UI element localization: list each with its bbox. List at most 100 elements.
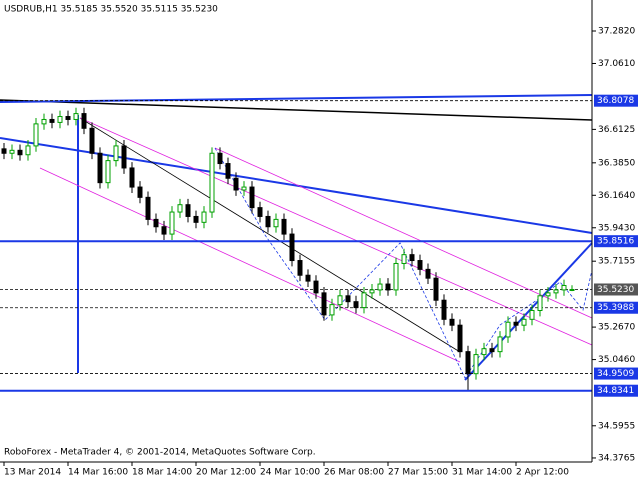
candle-body	[433, 277, 439, 301]
trend-line	[0, 99, 593, 121]
candle-body	[57, 116, 63, 123]
price-label: 35.5230	[597, 285, 634, 295]
candle-body	[321, 292, 327, 316]
candle-body	[505, 321, 511, 338]
channel-line	[214, 147, 593, 319]
candle-body	[481, 348, 487, 356]
levels	[0, 100, 592, 392]
candle-body	[305, 274, 311, 282]
candle-body	[457, 324, 463, 353]
candle-body	[89, 127, 95, 154]
price-label-box	[594, 367, 638, 380]
candle-body	[513, 321, 519, 326]
candle-body	[473, 354, 479, 375]
price-label-box	[594, 283, 638, 296]
candle-body	[81, 113, 87, 129]
candle-body	[369, 289, 375, 294]
candle-body	[113, 145, 119, 162]
candle-body	[265, 215, 271, 228]
candle-body	[449, 318, 455, 326]
y-tick-label: 35.2670	[598, 323, 635, 333]
candle-body	[417, 260, 423, 270]
x-tick-label: 27 Mar 15:00	[388, 468, 448, 478]
price-label: 36.8078	[597, 96, 634, 106]
candle-body	[329, 304, 335, 316]
candle-body	[97, 152, 103, 184]
candle-body	[241, 186, 247, 191]
price-label-box	[594, 235, 638, 248]
candle-body	[425, 268, 431, 279]
candle-body	[49, 118, 55, 123]
x-tick-label: 26 Mar 08:00	[324, 468, 384, 478]
y-tick-label: 35.7155	[598, 257, 635, 267]
candle-body	[153, 218, 159, 228]
candle-body	[497, 336, 503, 353]
candle-body	[545, 292, 551, 297]
candle-body	[209, 152, 215, 213]
x-tick-label: 24 Mar 10:00	[260, 468, 320, 478]
candle-body	[217, 152, 223, 165]
candle-body	[361, 292, 367, 309]
candle-body	[489, 348, 495, 353]
price-label: 35.3988	[597, 303, 634, 313]
candle-body	[33, 123, 39, 147]
candle-body	[465, 351, 471, 375]
trend-line	[79, 117, 461, 353]
y-tick-label: 34.3765	[598, 453, 635, 463]
candle-body	[193, 215, 199, 223]
candle-body	[385, 283, 391, 291]
candle-body	[17, 149, 23, 156]
trend-line	[464, 242, 593, 381]
x-tick-label: 31 Mar 14:00	[452, 468, 512, 478]
price-label: 35.8516	[597, 237, 634, 247]
candle-body	[225, 163, 231, 179]
candle-body	[65, 116, 71, 120]
y-tick-label: 36.6125	[598, 125, 635, 135]
y-tick-label: 34.5955	[598, 421, 635, 431]
candle-body	[537, 295, 543, 311]
trend-line	[0, 94, 593, 103]
x-tick-label: 18 Mar 14:00	[132, 468, 192, 478]
candle-body	[353, 301, 359, 309]
candle-body	[529, 309, 535, 320]
candle-body	[25, 145, 31, 156]
price-label: 34.9509	[597, 369, 634, 379]
candle-body	[441, 299, 447, 320]
candle-body	[121, 145, 127, 169]
price-label-box	[594, 384, 638, 397]
x-tick-label: 20 Mar 12:00	[196, 468, 256, 478]
candle-body	[345, 295, 351, 303]
candle-body	[177, 204, 183, 213]
candle-body	[569, 288, 575, 291]
price-label-box	[594, 94, 638, 107]
footer: RoboForex - MetaTrader 4, © 2001-2014, M…	[4, 448, 316, 458]
candle-body	[313, 280, 319, 294]
candle-body	[401, 254, 407, 264]
candle-body	[297, 260, 303, 276]
candle-body	[273, 218, 279, 228]
candle-body	[289, 233, 295, 262]
x-tick-label: 14 Mar 16:00	[68, 468, 128, 478]
candle-body	[145, 196, 151, 220]
candle-body	[393, 262, 399, 291]
candle-body	[161, 226, 167, 235]
x-tick-label: 13 Mar 2014	[4, 468, 61, 478]
candle-body	[9, 149, 15, 154]
candle-body	[409, 254, 415, 262]
candle-body	[169, 211, 175, 235]
candle-body	[257, 207, 263, 217]
candle-body	[185, 204, 191, 217]
x-tick-label: 2 Apr 12:00	[516, 468, 569, 478]
y-tick-label: 36.3850	[598, 158, 635, 168]
y-tick-label: 37.2820	[598, 27, 635, 37]
candle-body	[281, 218, 287, 235]
y-tick-label: 35.0460	[598, 355, 635, 365]
candle-body	[137, 186, 143, 198]
channel-line	[79, 117, 593, 346]
candle-body	[41, 118, 47, 125]
candle-body	[233, 177, 239, 191]
price-label: 34.8341	[597, 386, 634, 396]
candle-body	[129, 167, 135, 188]
candle-body	[201, 211, 207, 223]
